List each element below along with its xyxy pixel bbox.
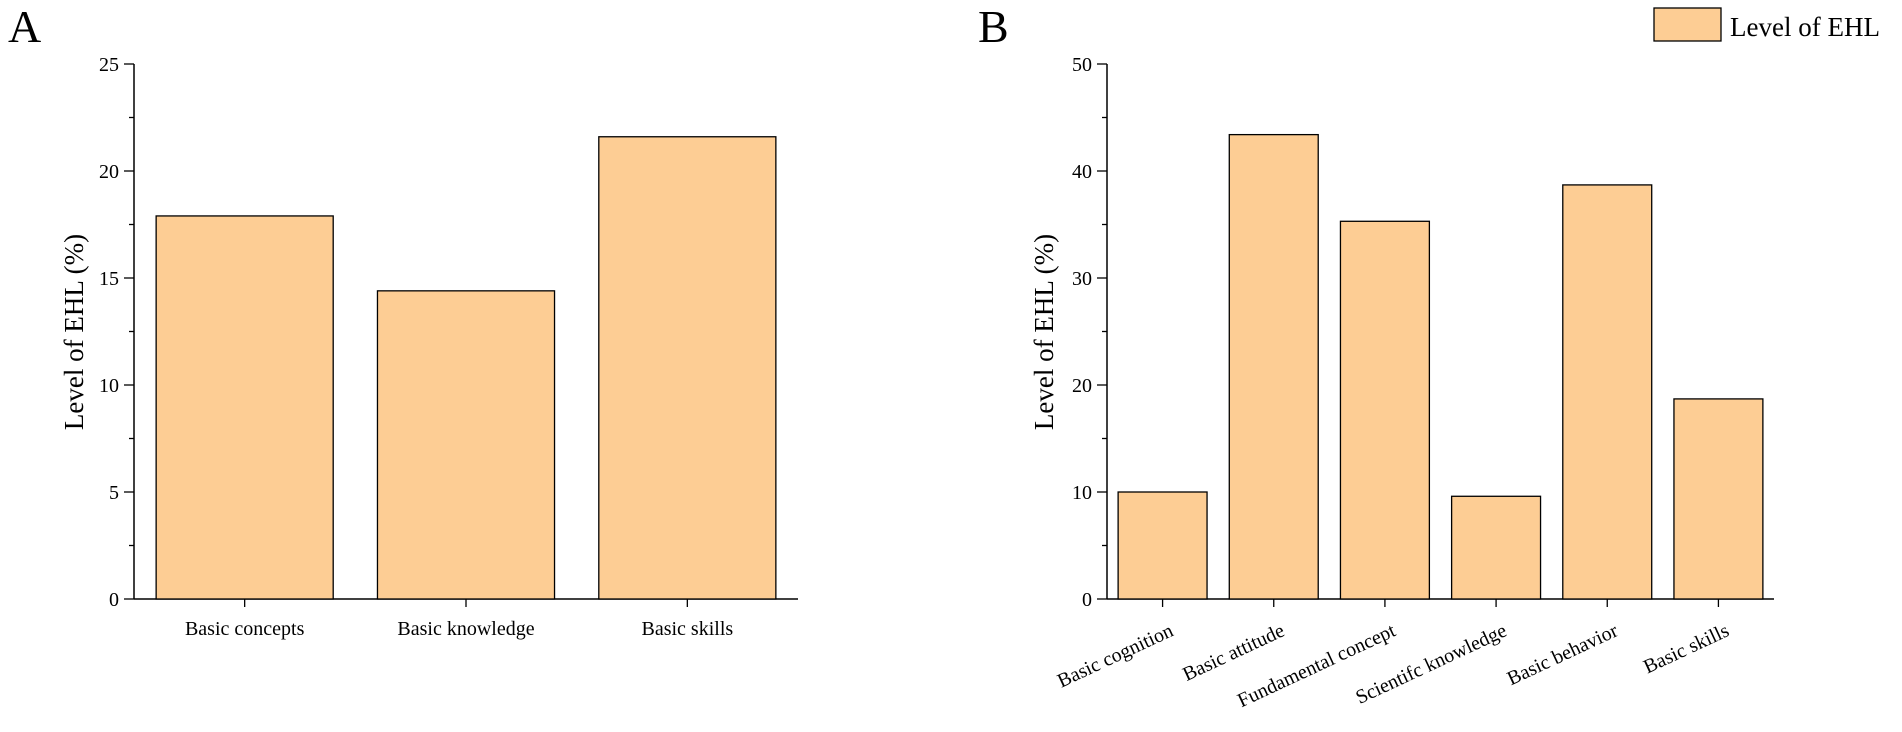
legend-label: Level of EHL: [1730, 12, 1880, 42]
panel-b-category-label: Basic cognition: [1054, 620, 1177, 693]
panel-b-ytick-label: 20: [1072, 375, 1092, 397]
panel-b-bar: [1562, 184, 1653, 600]
panel-b-ytick-label: 0: [1082, 589, 1092, 611]
panel-a-ytick-label: 10: [99, 375, 119, 397]
panel-b-bar: [1228, 133, 1319, 600]
panel-b-ytick-label: 50: [1072, 54, 1092, 76]
panel-a-ytick-label: 20: [99, 161, 119, 183]
panel-a-bar: [598, 136, 777, 600]
panel-b-bar: [1117, 491, 1208, 600]
panel-a-bar: [376, 290, 556, 600]
chart-panel-a: 0 5 10 15 20 25 Basic concepts Basic knowledge B…: [99, 54, 798, 640]
panel-b-bar: [1450, 495, 1542, 600]
panel-a-ytick-label: 25: [99, 54, 119, 76]
panel-label-b: B: [978, 1, 1009, 52]
panel-b-category-label: Basic behavior: [1504, 619, 1622, 690]
ylabel-b: Level of EHL (%): [1029, 234, 1059, 430]
panel-a-category-label: Basic skills: [641, 618, 733, 640]
legend-swatch: [1653, 7, 1722, 42]
panel-a-category-label: Basic knowledge: [397, 618, 534, 640]
panel-a-ytick-label: 0: [109, 589, 119, 611]
panel-a-category-label: Basic concepts: [185, 618, 305, 640]
panel-a-bar: [155, 215, 334, 600]
panel-b-category-label: Basic skills: [1640, 620, 1733, 679]
panel-a-ytick-label: 5: [109, 482, 119, 504]
ylabel-a: Level of EHL (%): [59, 234, 89, 430]
panel-a-ytick-label: 15: [99, 268, 119, 290]
panel-label-a: A: [8, 1, 41, 52]
panel-b-ytick-label: 10: [1072, 482, 1092, 504]
panel-b-ytick-label: 40: [1072, 161, 1092, 183]
legend: Level of EHL: [1653, 7, 1880, 42]
panel-b-bar: [1673, 398, 1764, 600]
panel-b-bar: [1339, 220, 1431, 600]
panel-b-ytick-label: 30: [1072, 268, 1092, 290]
